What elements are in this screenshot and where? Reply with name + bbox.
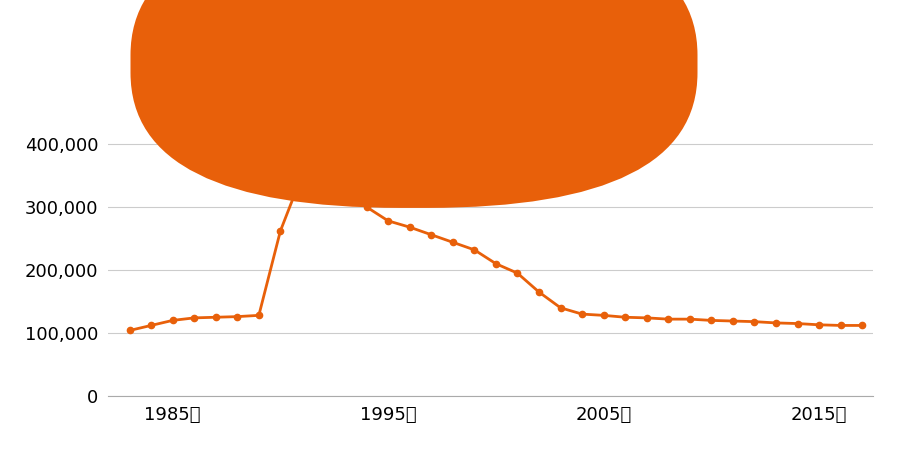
Text: 価格: 価格 xyxy=(436,54,458,72)
Text: 千葉県八千代市勝田台３丁目２３番１３の地価推移: 千葉県八千代市勝田台３丁目２３番１３の地価推移 xyxy=(240,14,660,42)
